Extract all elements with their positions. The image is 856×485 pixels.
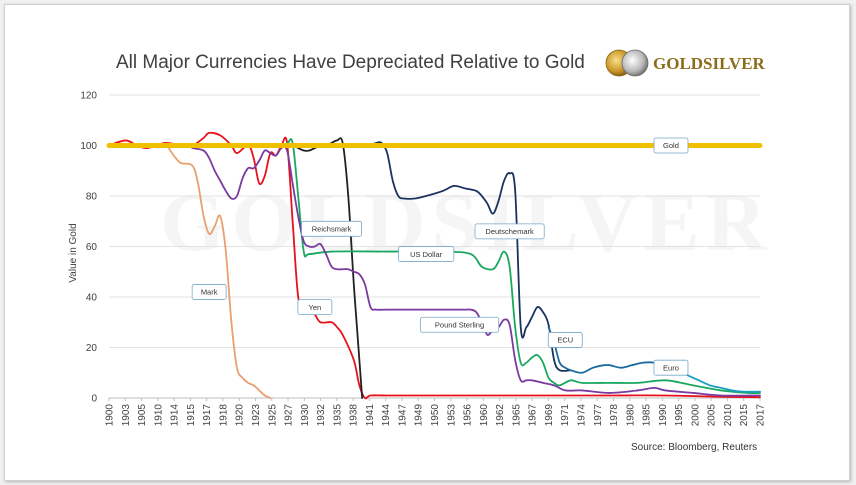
series-label-yen: Yen [297, 299, 333, 316]
label-box [653, 137, 689, 154]
x-tick-label: 1967 [528, 404, 539, 427]
source-note: Source: Bloomberg, Reuters [631, 442, 757, 453]
series-line-mark [108, 144, 272, 399]
x-tick-label: 2015 [739, 404, 750, 427]
x-tick-label: 1980 [625, 404, 636, 427]
series-label-us-dollar: US Dollar [398, 246, 455, 262]
x-tick-label: 1915 [186, 404, 197, 427]
x-tick-label: 2010 [723, 404, 734, 427]
x-tick-label: 1990 [658, 404, 669, 427]
x-tick-label: 1965 [511, 404, 522, 427]
series-lines [106, 131, 763, 400]
x-tick-label: 1950 [430, 404, 441, 427]
x-tick-label: 1971 [560, 404, 571, 427]
chart-frame: GOLDSILVER All Major Currencies Have Dep… [4, 4, 850, 481]
x-tick-label: 1932 [316, 404, 327, 427]
x-tick-label: 1962 [495, 404, 506, 427]
x-tick-label: 1905 [137, 404, 148, 427]
x-tick-label: 1935 [332, 404, 343, 427]
x-tick-label: 1960 [479, 404, 490, 427]
series-label-deutschemark: Deutschemark [474, 223, 545, 240]
label-box [297, 299, 333, 316]
chart-title: All Major Currencies Have Depreciated Re… [116, 52, 585, 73]
label-box [419, 316, 500, 333]
series-label-gold: Gold [653, 137, 689, 154]
y-tick-label: 100 [80, 141, 97, 152]
x-tick-label: 1941 [365, 404, 376, 427]
series-line-us-dollar [108, 138, 761, 395]
x-tick-label: 1918 [218, 404, 229, 427]
x-tick-label: 1920 [235, 404, 246, 427]
label-text: Reichsmark [312, 225, 352, 234]
series-label-ecu: ECU [547, 332, 583, 348]
x-tick-label: 1900 [105, 404, 116, 427]
x-tick-label: 1938 [349, 404, 360, 427]
y-axis-label: Value in Gold [68, 223, 79, 282]
brand-name: GOLDSILVER [653, 54, 766, 73]
x-tick-label: 1977 [593, 404, 604, 427]
label-box [653, 359, 689, 376]
x-tick-label: 1969 [544, 404, 555, 427]
label-text: US Dollar [410, 250, 443, 259]
label-box [301, 220, 362, 237]
y-tick-label: 20 [86, 343, 98, 354]
brand-logo: GOLDSILVER [605, 49, 766, 77]
series-label-pound-sterling: Pound Sterling [419, 316, 500, 333]
x-tick-label: 1949 [414, 404, 425, 427]
x-tick-label: 1917 [202, 404, 213, 427]
x-tick-label: 1927 [284, 404, 295, 427]
x-tick-label: 1944 [381, 404, 392, 427]
silver-coin-icon [621, 49, 649, 77]
series-label-mark: Mark [191, 284, 227, 300]
x-tick-label: 1953 [446, 404, 457, 427]
series-labels: Mark Yen Reichsmark US Dollar Deutschemark Po… [191, 137, 689, 376]
x-tick-label: 1910 [153, 404, 164, 427]
x-tick-label: 1923 [251, 404, 262, 427]
label-text: Deutschemark [485, 227, 534, 236]
label-box [191, 284, 227, 300]
x-axis-ticks: 1900 1903 1905 1910 1914 1915 1917 1918 1920 1923… [105, 398, 767, 426]
x-tick-label: 1956 [463, 404, 474, 427]
x-tick-label: 1974 [576, 404, 587, 427]
label-box [474, 223, 545, 240]
label-text: Mark [201, 288, 218, 297]
series-line-deutschemark [369, 141, 572, 372]
series-line-pound-sterling [108, 144, 761, 397]
y-tick-label: 60 [86, 242, 98, 253]
x-tick-label: 2000 [690, 404, 701, 427]
x-tick-label: 2017 [756, 404, 767, 427]
series-line-yen [108, 131, 761, 400]
series-line-ecu [547, 326, 661, 374]
x-tick-label: 1914 [170, 404, 181, 427]
y-tick-label: 80 [86, 192, 98, 203]
label-text: ECU [557, 336, 573, 345]
y-tick-label: 120 [80, 91, 97, 102]
series-label-reichsmark: Reichsmark [301, 220, 362, 237]
label-text: Yen [309, 303, 322, 312]
label-text: Pound Sterling [435, 320, 484, 329]
x-tick-label: 1930 [300, 404, 311, 427]
x-tick-label: 1947 [397, 404, 408, 427]
watermark: GOLDSILVER [160, 176, 772, 269]
x-tick-label: 1903 [121, 404, 132, 427]
x-tick-label: 1925 [267, 404, 278, 427]
label-box [398, 246, 455, 262]
x-tick-label: 1995 [674, 404, 685, 427]
y-tick-label: 0 [91, 394, 97, 405]
label-box [547, 332, 583, 348]
x-tick-label: 1985 [642, 404, 653, 427]
x-tick-label: 2005 [707, 404, 718, 427]
y-axis-ticks: 0 20 40 60 80 100 120 [80, 91, 97, 405]
x-tick-label: 1978 [609, 404, 620, 427]
label-text: Gold [663, 141, 679, 150]
chart: GOLDSILVER All Major Currencies Have Dep… [68, 49, 772, 453]
label-text: Euro [663, 363, 679, 372]
y-tick-label: 40 [86, 293, 98, 304]
series-label-euro: Euro [653, 359, 689, 376]
